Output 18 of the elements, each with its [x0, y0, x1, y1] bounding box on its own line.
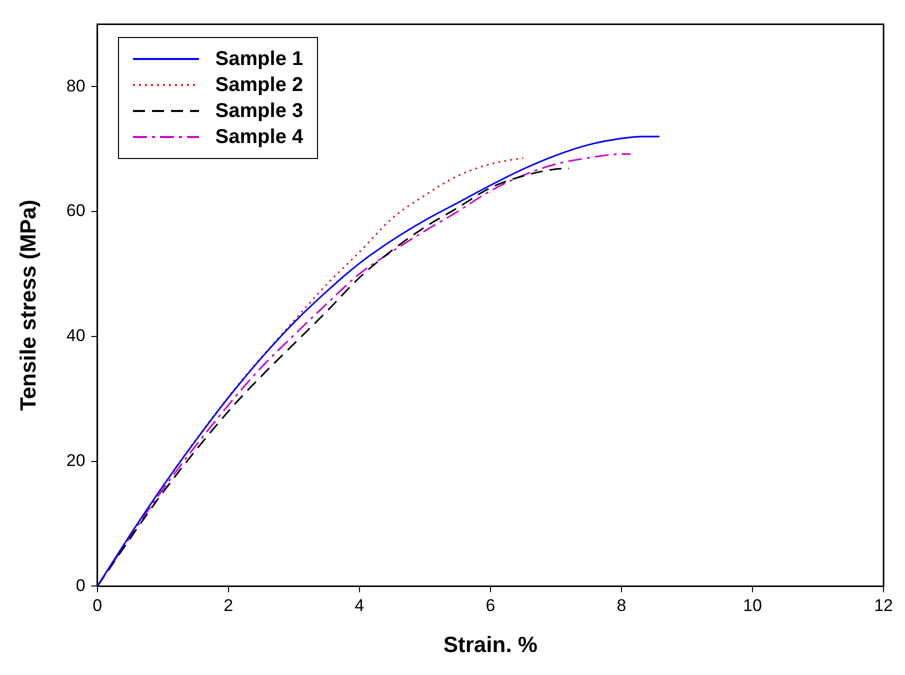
legend-label: Sample 2 — [215, 74, 304, 97]
x-tick-label: 4 — [354, 596, 364, 616]
x-tick-label: 0 — [92, 596, 102, 616]
x-axis-title: Strain. % — [443, 632, 538, 657]
x-tick-label: 8 — [616, 596, 626, 616]
legend-label: Sample 3 — [215, 100, 304, 123]
legend-label: Sample 1 — [215, 48, 304, 71]
y-axis-title: Tensile stress (MPa) — [15, 200, 40, 411]
y-tick-label: 40 — [66, 326, 86, 346]
x-tick-label: 12 — [874, 596, 894, 616]
x-tick-label: 6 — [486, 596, 496, 616]
y-tick-label: 20 — [66, 451, 86, 470]
x-tick-label: 10 — [743, 596, 762, 616]
y-tick-label: 60 — [66, 201, 86, 220]
y-tick-label: 80 — [66, 76, 86, 96]
y-tick-label: 0 — [76, 576, 86, 595]
legend-label: Sample 4 — [215, 126, 304, 149]
x-tick-label: 2 — [224, 596, 234, 616]
